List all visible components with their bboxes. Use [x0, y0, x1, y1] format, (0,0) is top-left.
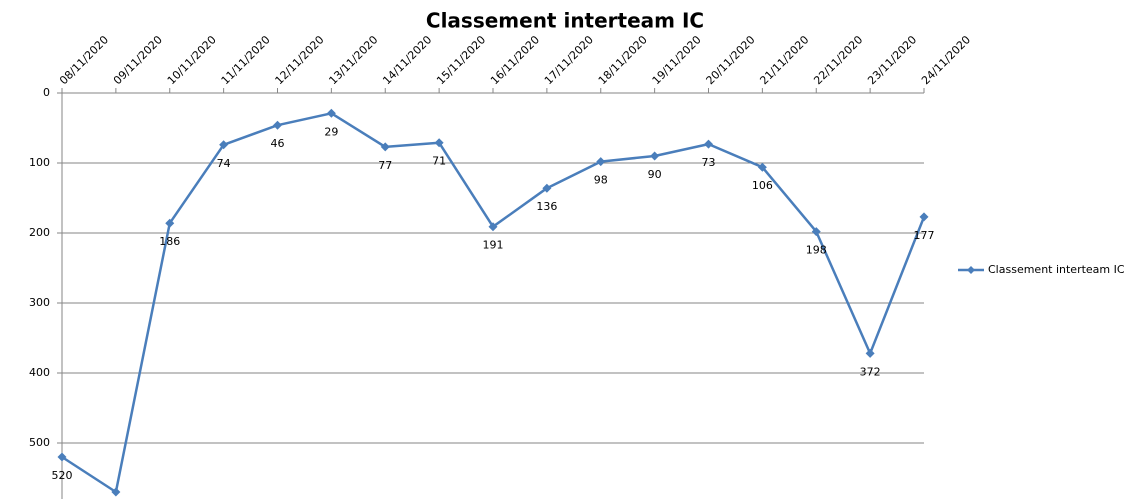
data-label: 73	[702, 156, 716, 169]
x-tick-label: 24/11/2020	[919, 33, 973, 87]
data-label: 191	[483, 239, 504, 252]
y-tick-label: 400	[29, 366, 50, 379]
data-label: 177	[914, 229, 935, 242]
x-tick-label: 22/11/2020	[811, 33, 865, 87]
data-point	[811, 227, 821, 237]
legend-marker	[967, 266, 975, 274]
data-label: 98	[594, 174, 608, 187]
data-label: 71	[432, 155, 446, 168]
x-tick-label: 12/11/2020	[273, 33, 327, 87]
chart-title: Classement interteam IC	[426, 9, 704, 33]
data-point	[865, 348, 875, 358]
data-point	[488, 222, 498, 232]
data-point	[380, 142, 390, 152]
x-tick-label: 21/11/2020	[757, 33, 811, 87]
x-tick-label: 18/11/2020	[596, 33, 650, 87]
x-tick-label: 08/11/2020	[57, 33, 111, 87]
data-point	[596, 157, 606, 167]
x-tick-label: 19/11/2020	[650, 33, 704, 87]
x-tick-label: 14/11/2020	[380, 33, 434, 87]
data-point	[919, 212, 929, 222]
data-point	[57, 452, 67, 462]
data-point	[434, 138, 444, 148]
data-point	[219, 140, 229, 150]
data-label: 90	[648, 168, 662, 181]
x-tick-label: 15/11/2020	[434, 33, 488, 87]
data-label: 372	[860, 365, 881, 378]
data-label: 520	[52, 469, 73, 482]
x-tick-label: 13/11/2020	[326, 33, 380, 87]
y-tick-label: 500	[29, 436, 50, 449]
x-tick-label: 11/11/2020	[219, 33, 273, 87]
data-point	[273, 120, 282, 130]
y-tick-label: 200	[29, 226, 50, 239]
data-point	[542, 183, 552, 193]
x-tick-label: 16/11/2020	[488, 33, 542, 87]
data-label: 106	[752, 179, 773, 192]
data-point	[704, 139, 713, 149]
data-label: 186	[159, 235, 180, 248]
x-tick-label: 17/11/2020	[542, 33, 596, 87]
y-tick-label: 300	[29, 296, 50, 309]
y-tick-label: 100	[29, 156, 50, 169]
data-label: 77	[378, 159, 392, 172]
data-label: 74	[217, 157, 231, 170]
x-tick-label: 10/11/2020	[165, 33, 219, 87]
y-tick-label: 0	[43, 86, 50, 99]
data-point	[650, 151, 660, 161]
data-point	[165, 218, 175, 228]
data-label: 29	[324, 125, 338, 138]
data-point	[326, 108, 336, 118]
x-tick-label: 23/11/2020	[865, 33, 919, 87]
data-label: 46	[271, 137, 285, 150]
data-point	[111, 487, 121, 497]
data-label: 136	[536, 200, 557, 213]
data-point	[757, 162, 767, 172]
data-label: 198	[806, 244, 827, 257]
legend-label: Classement interteam IC	[988, 263, 1125, 276]
x-tick-label: 09/11/2020	[111, 33, 165, 87]
x-tick-label: 20/11/2020	[704, 33, 758, 87]
